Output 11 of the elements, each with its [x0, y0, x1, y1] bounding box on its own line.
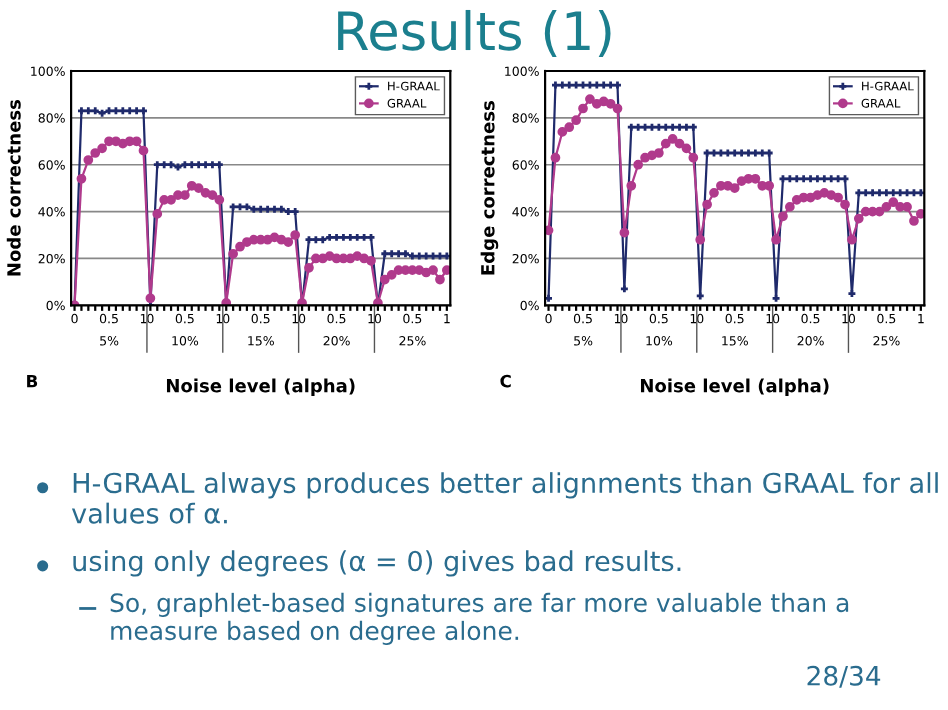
text: H-GRAAL always produces better alignments than GRAAL for all values of α.: [71, 472, 938, 524]
text: 28/34: [807, 665, 881, 688]
text: C: [500, 374, 511, 388]
y-axis-title: Edge correctness: [480, 101, 499, 275]
y-axis-title: Node correctness: [6, 99, 21, 276]
text: using only degrees (α = 0) gives bad results.: [73, 550, 681, 577]
x-axis-title: Noise level (alpha): [166, 378, 355, 396]
x-axis-title: Noise level (alpha): [640, 378, 829, 396]
text: So, graphlet-based signatures are far more valuable than a measure based on degree alone.: [110, 592, 849, 646]
text: B: [27, 375, 38, 388]
chart-title: Results (1): [338, 9, 611, 58]
